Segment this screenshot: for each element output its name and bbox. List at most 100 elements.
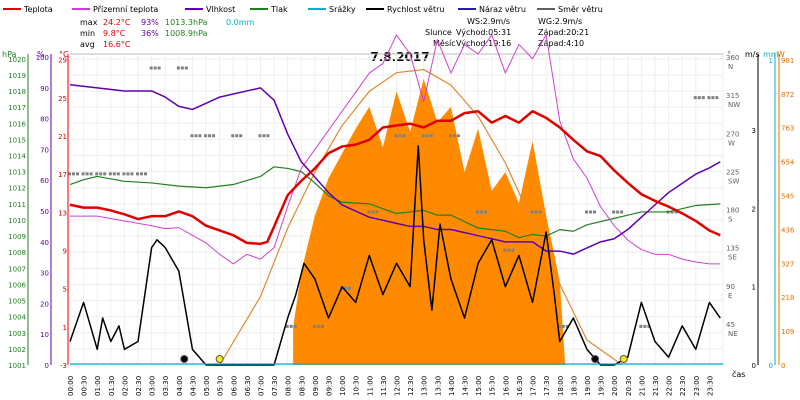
tick-time: 10:00 — [339, 376, 347, 396]
wind-dir-point — [715, 96, 719, 100]
tick-wm2: 218 — [781, 294, 794, 302]
wind-dir-point — [511, 248, 515, 252]
tick-pct: 30 — [40, 270, 49, 278]
tick-dir-name: SE — [728, 254, 737, 262]
wind-dir-point — [149, 66, 153, 70]
wind-dir-point — [85, 172, 89, 176]
tick-time: 12:30 — [407, 376, 415, 396]
tick-time: 22:00 — [666, 376, 674, 396]
tick-time: 23:00 — [693, 376, 701, 396]
wind-dir-point — [157, 66, 161, 70]
unit-hpa: hPa — [2, 50, 17, 59]
tick-dir-value: 225 — [726, 168, 739, 176]
wind-dir-point — [565, 324, 569, 328]
tick-time: 05:30 — [217, 376, 225, 396]
tick-dir-name: N — [728, 63, 733, 71]
tick-time: 15:00 — [475, 376, 483, 396]
tick-time: 12:00 — [394, 376, 402, 396]
wind-dir-point — [285, 324, 289, 328]
tick-degc: 5 — [63, 286, 67, 294]
tick-pct: 40 — [40, 239, 49, 247]
wind-dir-point — [643, 324, 647, 328]
unit-mm: mm — [763, 50, 779, 59]
wind-dir-point — [184, 66, 188, 70]
legend-label-2: Vlhkost — [206, 5, 235, 14]
sun-moon-markers — [180, 355, 628, 363]
tick-time: 20:30 — [625, 376, 633, 396]
wind-dir-point — [375, 210, 379, 214]
tick-dir-name: S — [728, 216, 733, 224]
tick-time: 01:30 — [108, 376, 116, 396]
tick-pct: 100 — [36, 54, 49, 62]
moon-marker — [180, 355, 189, 363]
temperature-line — [69, 109, 721, 246]
sun-rise: Východ:05:31 — [456, 28, 511, 37]
wind-dir-point — [711, 96, 715, 100]
tick-ms: 0 — [752, 362, 756, 370]
tick-time: 11:30 — [380, 376, 388, 396]
stat-min-temp: 9.8°C — [103, 29, 126, 38]
tick-hpa: 1016 — [8, 120, 26, 128]
tick-pct: 10 — [40, 331, 49, 339]
wind-dir-point — [136, 172, 140, 176]
tick-wm2: 327 — [781, 260, 794, 268]
wind-dir-point — [103, 172, 107, 176]
wind-dir-point — [144, 172, 148, 176]
tick-time: 21:00 — [638, 376, 646, 396]
wind-dir-point — [122, 172, 126, 176]
tick-dir-value: 90 — [726, 283, 735, 291]
wind-dir-point — [557, 324, 561, 328]
wind-dir-point — [72, 172, 75, 176]
tick-time: 23:30 — [706, 376, 714, 396]
wind-dir-point — [231, 134, 235, 138]
tick-time: 19:30 — [598, 376, 606, 396]
tick-wm2: 763 — [781, 125, 794, 133]
tick-time: 06:30 — [244, 376, 252, 396]
series-lines — [68, 34, 723, 366]
ws-value: WS:2.9m/s — [467, 17, 510, 26]
moon-rise: Východ:19:16 — [456, 39, 511, 48]
legend-label-1: Přízemní teplota — [93, 5, 158, 14]
tick-time: 19:00 — [584, 376, 592, 396]
tick-time: 18:30 — [570, 376, 578, 396]
wind-dir-point — [588, 210, 592, 214]
tick-time: 02:00 — [121, 376, 129, 396]
tick-degc: 9 — [63, 248, 67, 256]
tick-dir-name: NE — [728, 330, 738, 338]
tick-time: 22:30 — [679, 376, 687, 396]
tick-hpa: 1004 — [8, 314, 26, 322]
wind-dir-point — [371, 210, 375, 214]
wind-dir-point — [448, 134, 452, 138]
tick-dir-name: E — [728, 292, 732, 300]
legend-label-6: Náraz větru — [479, 5, 526, 14]
wind-dir-point — [616, 210, 620, 214]
wind-dir-point — [348, 286, 352, 290]
wind-dir-point — [612, 210, 616, 214]
tick-degc: 13 — [58, 209, 67, 217]
tick-mm: 1 — [769, 57, 773, 65]
tick-time: 03:00 — [149, 376, 157, 396]
tick-wm2: 872 — [781, 91, 794, 99]
tick-hpa: 1002 — [8, 346, 26, 354]
wind-dir-point — [670, 210, 674, 214]
tick-hpa: 1009 — [8, 233, 26, 241]
humidity-line — [69, 84, 721, 255]
wind-dir-point — [639, 324, 643, 328]
wind-dir-point — [538, 210, 542, 214]
wind-dir-point — [258, 134, 262, 138]
tick-hpa: 1018 — [8, 88, 26, 96]
unit-degc: °C — [59, 50, 69, 59]
wind-dir-point — [534, 210, 538, 214]
tick-time: 10:30 — [353, 376, 361, 396]
wind-dir-point — [204, 134, 208, 138]
wind-dir-point — [697, 96, 701, 100]
tick-time: 14:00 — [448, 376, 456, 396]
wind-dir-point — [293, 324, 297, 328]
tick-wm2: 981 — [781, 57, 794, 65]
wind-dir-point — [592, 210, 596, 214]
wind-dir-point — [198, 134, 202, 138]
wind-dir-point — [707, 96, 711, 100]
wind-dir-point — [130, 172, 134, 176]
tick-time: 11:00 — [366, 376, 374, 396]
